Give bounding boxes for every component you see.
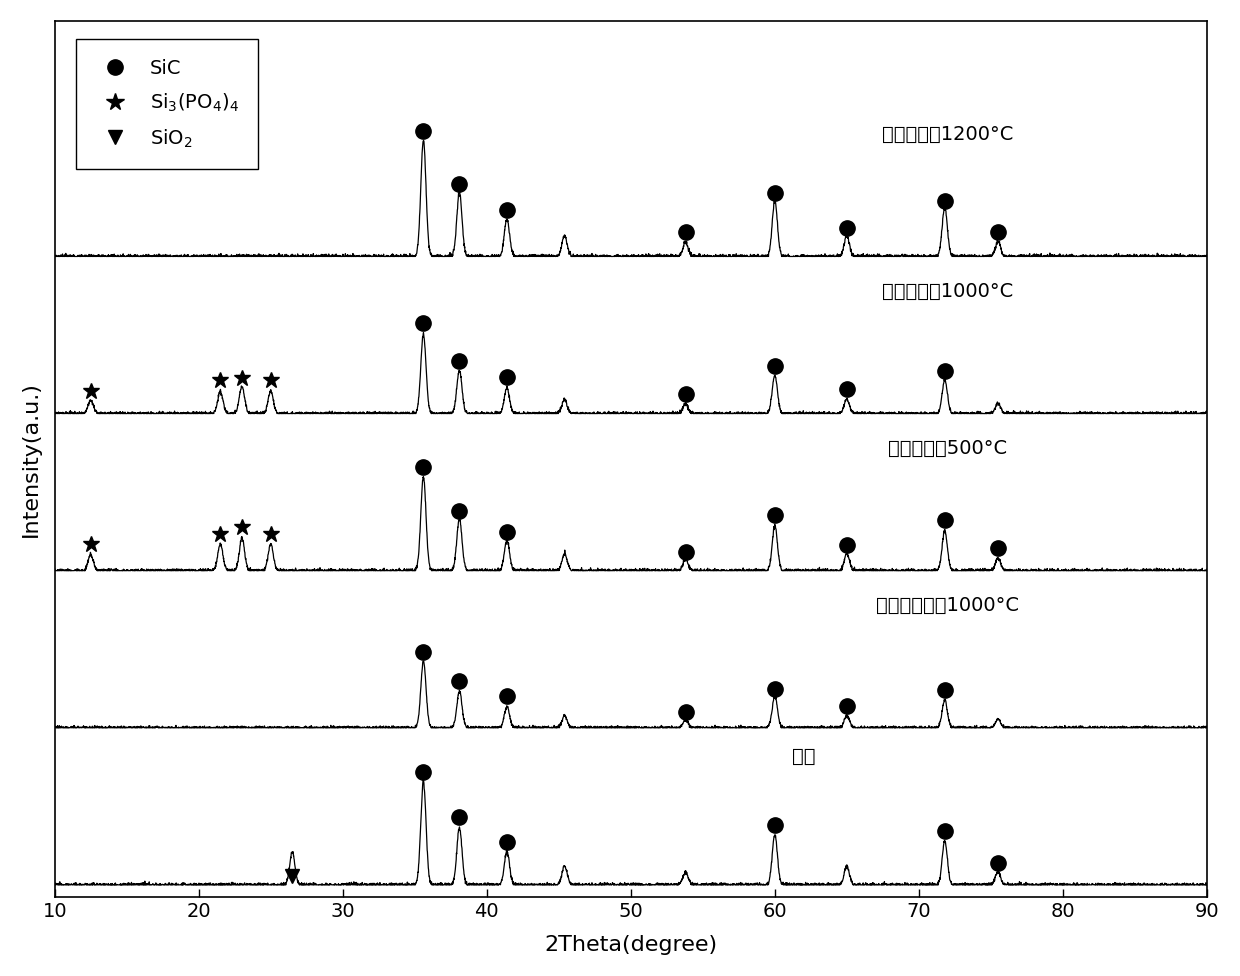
- X-axis label: 2Theta(degree): 2Theta(degree): [544, 935, 718, 956]
- Text: 烧结温度：1200°C: 烧结温度：1200°C: [882, 125, 1013, 143]
- Text: 烧结温度：500°C: 烧结温度：500°C: [888, 438, 1007, 458]
- Legend: SiC, Si$_3$(PO$_4$)$_4$, SiO$_2$: SiC, Si$_3$(PO$_4$)$_4$, SiO$_2$: [76, 39, 258, 169]
- Text: 原料粉处理：1000°C: 原料粉处理：1000°C: [877, 595, 1019, 615]
- Text: 原料: 原料: [792, 747, 816, 765]
- Y-axis label: Intensity(a.u.): Intensity(a.u.): [21, 382, 41, 537]
- Text: 烧结温度：1000°C: 烧结温度：1000°C: [882, 281, 1013, 301]
